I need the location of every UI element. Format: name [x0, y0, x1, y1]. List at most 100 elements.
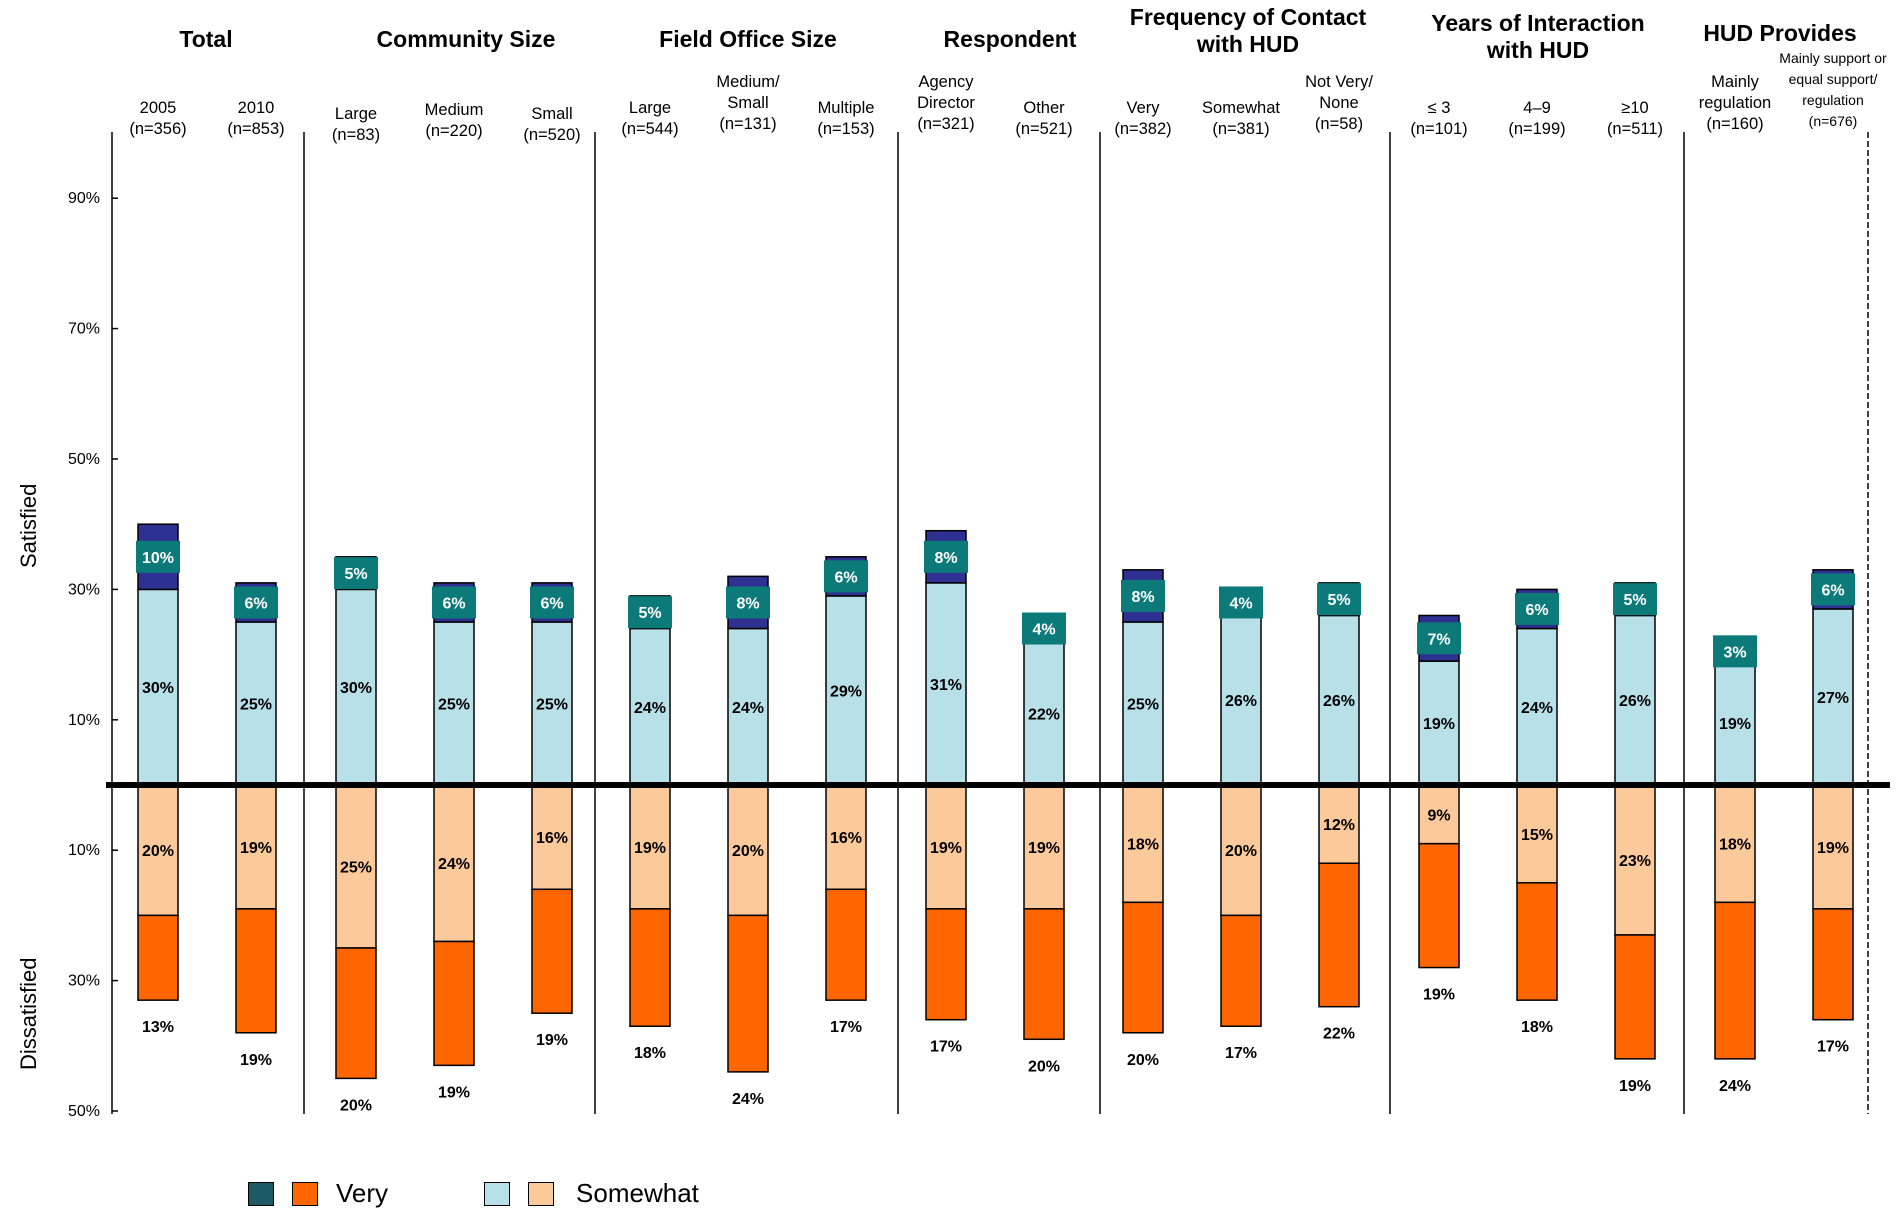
column-label-line: (n=521)	[1015, 120, 1073, 138]
column-label: Very (n=382)	[1068, 98, 1218, 140]
legend-very-label: Very	[336, 1178, 389, 1208]
column-label-line: Very	[1126, 99, 1160, 117]
column-label-line: Small	[727, 94, 769, 112]
column-label: Other (n=521)	[969, 98, 1119, 140]
bar-very-dissatisfied	[1812, 908, 1854, 1021]
somewhat-dissatisfied-value-label: 19%	[1817, 840, 1849, 857]
group-title: Total	[179, 26, 233, 52]
very-satisfied-label-box	[1121, 579, 1165, 612]
very-satisfied-value-label: 3%	[1723, 644, 1746, 661]
very-dissatisfied-value-label: 22%	[1323, 1026, 1355, 1043]
somewhat-dissatisfied-value-label: 24%	[438, 856, 470, 873]
column-label-line: (n=321)	[917, 115, 975, 133]
column-label-line: Somewhat	[1202, 99, 1280, 117]
somewhat-satisfied-value-label: 30%	[142, 680, 174, 697]
somewhat-dissatisfied-value-label: 20%	[1225, 843, 1257, 860]
somewhat-dissatisfied-value-label: 19%	[1028, 840, 1060, 857]
bar-very-dissatisfied	[925, 908, 967, 1021]
group-title: Frequency of Contact with HUD	[1129, 4, 1367, 57]
satisfied-axis-label: Satisfied	[16, 483, 41, 568]
bar-somewhat-satisfied	[1418, 660, 1460, 786]
y-tick-label: 10%	[68, 842, 100, 859]
bar-very-dissatisfied	[335, 947, 377, 1080]
column-label-line: (n=520)	[523, 126, 581, 144]
bar-very-dissatisfied	[1714, 901, 1756, 1060]
very-satisfied-label-box	[1613, 583, 1657, 616]
bar-very-dissatisfied	[1023, 908, 1065, 1041]
bar-somewhat-satisfied	[1812, 608, 1854, 786]
column-label-line: Medium	[424, 101, 484, 119]
column-label: 2005 (n=356)	[83, 98, 233, 140]
very-satisfied-label-box	[726, 586, 770, 619]
legend-somewhat-label: Somewhat	[576, 1178, 699, 1208]
somewhat-satisfied-value-label: 27%	[1817, 690, 1849, 707]
bar-very-dissatisfied	[235, 908, 277, 1034]
somewhat-dissatisfied-value-label: 23%	[1619, 853, 1651, 870]
bar-very-dissatisfied	[1516, 882, 1558, 1001]
somewhat-dissatisfied-value-label: 25%	[340, 860, 372, 877]
column-label-line: (n=199)	[1508, 120, 1566, 138]
bar-somewhat-dissatisfied	[137, 784, 179, 917]
somewhat-dissatisfied-value-label: 18%	[1127, 837, 1159, 854]
column-label-line: Medium/	[716, 73, 780, 91]
very-dissatisfied-value-label: 19%	[1619, 1078, 1651, 1095]
column-label-line: (n=153)	[817, 120, 875, 138]
very-dissatisfied-value-label: 17%	[830, 1019, 862, 1036]
somewhat-satisfied-value-label: 24%	[732, 700, 764, 717]
column-label-line: equal support/	[1788, 71, 1878, 87]
bar-somewhat-dissatisfied	[1714, 784, 1756, 904]
column-label-line: ≥10	[1621, 99, 1649, 117]
column-label-line: (n=356)	[129, 120, 187, 138]
bar-somewhat-satisfied	[137, 588, 179, 786]
very-dissatisfied-value-label: 24%	[732, 1091, 764, 1108]
very-dissatisfied-value-label: 17%	[1225, 1045, 1257, 1062]
column-label: Agency Director (n=321)	[871, 72, 1021, 135]
bar-somewhat-satisfied	[335, 588, 377, 786]
very-satisfied-label-box	[1317, 583, 1361, 616]
group-title: Community Size	[376, 26, 556, 52]
column-label-line: (n=544)	[621, 120, 679, 138]
somewhat-satisfied-value-label: 26%	[1323, 693, 1355, 710]
very-satisfied-value-label: 6%	[1821, 582, 1844, 599]
column-label-line: Mainly	[1711, 73, 1759, 91]
somewhat-satisfied-value-label: 25%	[240, 697, 272, 714]
somewhat-dissatisfied-value-label: 19%	[634, 840, 666, 857]
group-title: Respondent	[943, 26, 1077, 52]
dissatisfied-axis-label: Dissatisfied	[16, 957, 41, 1070]
bar-somewhat-satisfied	[1122, 621, 1164, 786]
column-label: Mainly support or equal support/regulatio…	[1758, 48, 1898, 132]
somewhat-dissatisfied-value-label: 19%	[240, 840, 272, 857]
somewhat-satisfied-value-label: 25%	[438, 697, 470, 714]
column-label-line: (n=511)	[1606, 120, 1664, 138]
column-label: Large (n=83)	[281, 104, 431, 146]
column-label-line: (n=131)	[719, 115, 777, 133]
bar-somewhat-dissatisfied	[1418, 784, 1460, 845]
very-satisfied-value-label: 8%	[1131, 589, 1154, 606]
y-tick-label: 30%	[68, 973, 100, 990]
somewhat-dissatisfied-value-label: 12%	[1323, 817, 1355, 834]
bar-very-dissatisfied	[727, 914, 769, 1073]
very-satisfied-value-label: 7%	[1427, 631, 1450, 648]
column-label: Multiple (n=153)	[771, 98, 921, 140]
somewhat-satisfied-value-label: 25%	[536, 697, 568, 714]
somewhat-dissatisfied-value-label: 18%	[1719, 837, 1751, 854]
bar-somewhat-dissatisfied	[727, 784, 769, 917]
column-label-line: Director	[917, 94, 975, 112]
very-dissatisfied-value-label: 13%	[142, 1019, 174, 1036]
column-label-line: Multiple	[817, 99, 875, 117]
bar-somewhat-dissatisfied	[1023, 784, 1065, 910]
somewhat-dissatisfied-value-label: 15%	[1521, 827, 1553, 844]
column-label-line: Other	[1023, 99, 1065, 117]
very-dissatisfied-value-label: 20%	[1028, 1058, 1060, 1075]
very-satisfied-label-box	[136, 540, 180, 573]
bar-somewhat-satisfied	[1318, 614, 1360, 786]
column-label: 4–9 (n=199)	[1462, 98, 1612, 140]
legend-somewhat-satisfied-swatch	[484, 1181, 511, 1206]
column-label: Large (n=544)	[575, 98, 725, 140]
group-title: Years of Interaction with HUD	[1431, 10, 1645, 63]
column-label: Mainly regulation (n=160)	[1660, 72, 1810, 135]
very-satisfied-label-box	[1219, 586, 1263, 619]
somewhat-dissatisfied-value-label: 16%	[536, 830, 568, 847]
column-label-line: (n=160)	[1706, 115, 1764, 133]
